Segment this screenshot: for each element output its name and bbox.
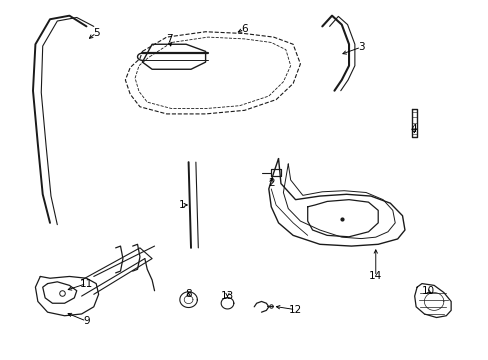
- Text: 8: 8: [185, 289, 191, 298]
- Text: 13: 13: [221, 291, 234, 301]
- Text: 4: 4: [409, 124, 416, 134]
- Text: 7: 7: [165, 34, 172, 44]
- Text: 9: 9: [83, 316, 90, 326]
- Text: 12: 12: [288, 305, 302, 315]
- Text: 1: 1: [179, 200, 185, 210]
- Text: 11: 11: [80, 279, 93, 289]
- Text: 2: 2: [267, 178, 274, 188]
- Text: 3: 3: [357, 42, 364, 52]
- Bar: [271, 169, 281, 176]
- Text: 6: 6: [241, 24, 247, 34]
- Text: 5: 5: [93, 28, 100, 38]
- Text: 14: 14: [368, 271, 382, 282]
- Text: 10: 10: [421, 287, 434, 296]
